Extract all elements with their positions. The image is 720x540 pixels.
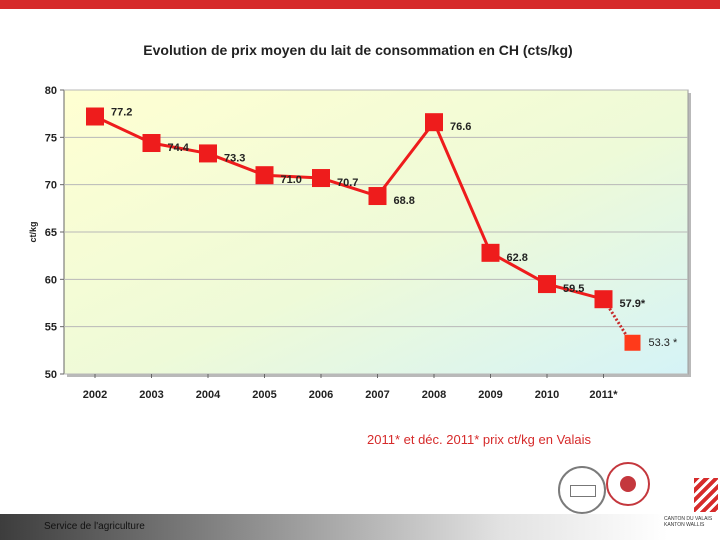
extra-point-label: 53.3 * [649, 337, 678, 349]
data-point-marker [199, 144, 217, 163]
data-label: 77.2 [111, 107, 132, 119]
chart: Evolution de prix moyen du lait de conso… [28, 42, 691, 401]
data-point-marker [368, 187, 387, 206]
data-label: 76.6 [450, 121, 471, 133]
x-tick-label: 2005 [252, 389, 276, 401]
data-point-marker [425, 113, 443, 132]
x-tick-label: 2009 [478, 389, 502, 401]
data-point-marker [594, 290, 613, 309]
data-point-marker [86, 107, 104, 126]
data-label: 71.0 [281, 174, 302, 186]
y-tick-label: 70 [45, 180, 57, 192]
data-label: 73.3 [224, 152, 245, 164]
data-label: 57.9* [620, 298, 646, 310]
price-note: 2011* et déc. 2011* prix ct/kg en Valais [367, 432, 592, 447]
x-tick-label: 2008 [422, 389, 446, 401]
data-point-marker [538, 275, 556, 294]
data-point-marker [312, 169, 330, 188]
agriculture-seal-icon [558, 466, 606, 514]
service-label: Service de l'agriculture [44, 521, 145, 532]
x-tick-label: 2010 [535, 389, 559, 401]
extra-point-marker [624, 334, 641, 351]
data-point-marker [255, 166, 274, 185]
x-tick-label: 2006 [309, 389, 333, 401]
top-accent-bar [0, 0, 720, 9]
data-label: 62.8 [507, 252, 528, 264]
canton-label: CANTON DU VALAIS KANTON WALLIS [664, 516, 713, 528]
data-label: 68.8 [394, 195, 415, 207]
footer-bar [0, 514, 668, 540]
x-tick-label: 2011* [589, 389, 618, 401]
x-tick-label: 2007 [365, 389, 389, 401]
y-tick-label: 65 [45, 227, 57, 239]
x-tick-label: 2002 [83, 389, 107, 401]
x-tick-label: 2004 [196, 389, 221, 401]
y-tick-label: 55 [45, 322, 57, 334]
data-label: 59.5 [563, 283, 584, 295]
canton-flag-icon [694, 478, 718, 512]
data-point-marker [142, 134, 161, 153]
data-label: 70.7 [337, 177, 358, 189]
y-axis-label: ct/kg [28, 221, 38, 242]
y-tick-label: 80 [45, 85, 57, 97]
y-tick-label: 60 [45, 274, 57, 286]
y-tick-label: 75 [45, 132, 57, 144]
series-line [94, 115, 604, 301]
x-tick-label: 2003 [139, 389, 163, 401]
extra-connector-line [606, 304, 630, 340]
y-tick-label: 50 [45, 369, 57, 381]
chart-title: Evolution de prix moyen du lait de conso… [143, 42, 572, 58]
data-point-marker [481, 243, 500, 262]
valais-seal-icon [606, 462, 650, 506]
data-label: 74.4 [168, 142, 190, 154]
